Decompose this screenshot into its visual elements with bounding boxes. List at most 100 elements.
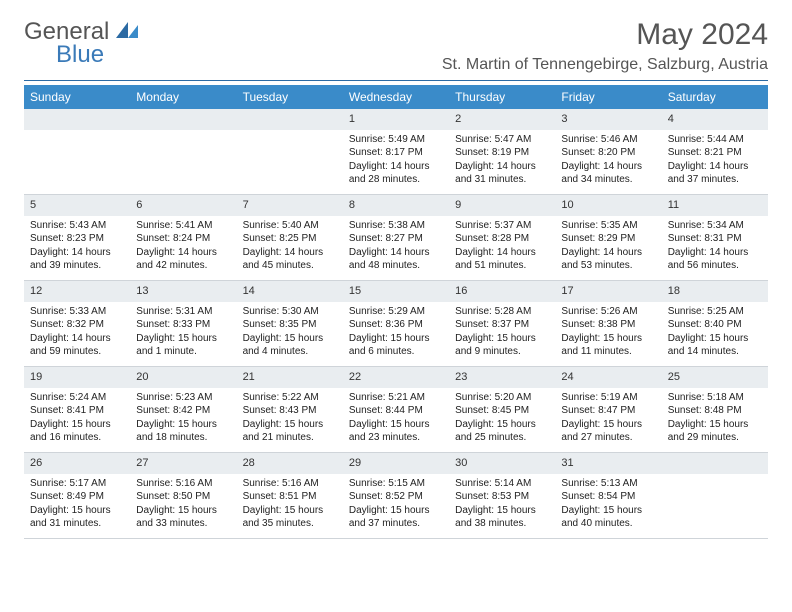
daylight-line: Daylight: 15 hours and 1 minute.	[136, 332, 230, 359]
sunrise-line: Sunrise: 5:33 AM	[30, 305, 124, 319]
sunrise-line: Sunrise: 5:20 AM	[455, 391, 549, 405]
sunrise-line: Sunrise: 5:26 AM	[561, 305, 655, 319]
weekday-header: Tuesday	[237, 85, 343, 109]
weekday-header: Sunday	[24, 85, 130, 109]
sunrise-line: Sunrise: 5:34 AM	[668, 219, 762, 233]
daylight-line: Daylight: 14 hours and 51 minutes.	[455, 246, 549, 273]
day-body: Sunrise: 5:31 AMSunset: 8:33 PMDaylight:…	[130, 302, 236, 363]
header: General Blue May 2024 St. Martin of Tenn…	[24, 18, 768, 74]
sunrise-line: Sunrise: 5:23 AM	[136, 391, 230, 405]
day-cell: 20Sunrise: 5:23 AMSunset: 8:42 PMDayligh…	[130, 367, 236, 453]
day-cell: 23Sunrise: 5:20 AMSunset: 8:45 PMDayligh…	[449, 367, 555, 453]
sunrise-line: Sunrise: 5:41 AM	[136, 219, 230, 233]
day-number: 28	[237, 453, 343, 474]
day-cell: 17Sunrise: 5:26 AMSunset: 8:38 PMDayligh…	[555, 281, 661, 367]
sunrise-line: Sunrise: 5:22 AM	[243, 391, 337, 405]
day-number: 27	[130, 453, 236, 474]
daylight-line: Daylight: 15 hours and 11 minutes.	[561, 332, 655, 359]
sunset-line: Sunset: 8:21 PM	[668, 146, 762, 160]
sunset-line: Sunset: 8:24 PM	[136, 232, 230, 246]
sunrise-line: Sunrise: 5:17 AM	[30, 477, 124, 491]
sunset-line: Sunset: 8:37 PM	[455, 318, 549, 332]
day-number: 19	[24, 367, 130, 388]
daylight-line: Daylight: 15 hours and 21 minutes.	[243, 418, 337, 445]
sunrise-line: Sunrise: 5:21 AM	[349, 391, 443, 405]
daylight-line: Daylight: 14 hours and 28 minutes.	[349, 160, 443, 187]
day-number: 10	[555, 195, 661, 216]
daylight-line: Daylight: 15 hours and 37 minutes.	[349, 504, 443, 531]
day-number: 13	[130, 281, 236, 302]
day-body: Sunrise: 5:46 AMSunset: 8:20 PMDaylight:…	[555, 130, 661, 191]
sunrise-line: Sunrise: 5:14 AM	[455, 477, 549, 491]
weekday-header: Thursday	[449, 85, 555, 109]
daylight-line: Daylight: 15 hours and 40 minutes.	[561, 504, 655, 531]
day-number: 25	[662, 367, 768, 388]
day-body: Sunrise: 5:20 AMSunset: 8:45 PMDaylight:…	[449, 388, 555, 449]
sunset-line: Sunset: 8:27 PM	[349, 232, 443, 246]
day-cell: 31Sunrise: 5:13 AMSunset: 8:54 PMDayligh…	[555, 453, 661, 539]
sunset-line: Sunset: 8:36 PM	[349, 318, 443, 332]
daylight-line: Daylight: 15 hours and 14 minutes.	[668, 332, 762, 359]
sunrise-line: Sunrise: 5:46 AM	[561, 133, 655, 147]
sunset-line: Sunset: 8:48 PM	[668, 404, 762, 418]
day-number: 24	[555, 367, 661, 388]
sunset-line: Sunset: 8:54 PM	[561, 490, 655, 504]
day-body: Sunrise: 5:25 AMSunset: 8:40 PMDaylight:…	[662, 302, 768, 363]
day-number: 29	[343, 453, 449, 474]
daylight-line: Daylight: 15 hours and 6 minutes.	[349, 332, 443, 359]
day-cell: 21Sunrise: 5:22 AMSunset: 8:43 PMDayligh…	[237, 367, 343, 453]
day-body: Sunrise: 5:14 AMSunset: 8:53 PMDaylight:…	[449, 474, 555, 535]
sunset-line: Sunset: 8:43 PM	[243, 404, 337, 418]
sunset-line: Sunset: 8:19 PM	[455, 146, 549, 160]
sunrise-line: Sunrise: 5:35 AM	[561, 219, 655, 233]
day-cell: 9Sunrise: 5:37 AMSunset: 8:28 PMDaylight…	[449, 195, 555, 281]
day-body: Sunrise: 5:24 AMSunset: 8:41 PMDaylight:…	[24, 388, 130, 449]
day-body: Sunrise: 5:13 AMSunset: 8:54 PMDaylight:…	[555, 474, 661, 535]
day-body: Sunrise: 5:49 AMSunset: 8:17 PMDaylight:…	[343, 130, 449, 191]
day-body: Sunrise: 5:28 AMSunset: 8:37 PMDaylight:…	[449, 302, 555, 363]
sunset-line: Sunset: 8:50 PM	[136, 490, 230, 504]
sunrise-line: Sunrise: 5:30 AM	[243, 305, 337, 319]
location: St. Martin of Tennengebirge, Salzburg, A…	[442, 56, 768, 74]
day-body: Sunrise: 5:29 AMSunset: 8:36 PMDaylight:…	[343, 302, 449, 363]
weekday-header: Friday	[555, 85, 661, 109]
day-body: Sunrise: 5:22 AMSunset: 8:43 PMDaylight:…	[237, 388, 343, 449]
day-cell: 24Sunrise: 5:19 AMSunset: 8:47 PMDayligh…	[555, 367, 661, 453]
day-cell: 16Sunrise: 5:28 AMSunset: 8:37 PMDayligh…	[449, 281, 555, 367]
daylight-line: Daylight: 15 hours and 9 minutes.	[455, 332, 549, 359]
daylight-line: Daylight: 14 hours and 48 minutes.	[349, 246, 443, 273]
sunset-line: Sunset: 8:41 PM	[30, 404, 124, 418]
sunrise-line: Sunrise: 5:19 AM	[561, 391, 655, 405]
sunset-line: Sunset: 8:40 PM	[668, 318, 762, 332]
day-cell: 29Sunrise: 5:15 AMSunset: 8:52 PMDayligh…	[343, 453, 449, 539]
day-body: Sunrise: 5:37 AMSunset: 8:28 PMDaylight:…	[449, 216, 555, 277]
day-cell: 6Sunrise: 5:41 AMSunset: 8:24 PMDaylight…	[130, 195, 236, 281]
sunrise-line: Sunrise: 5:25 AM	[668, 305, 762, 319]
day-body: Sunrise: 5:16 AMSunset: 8:51 PMDaylight:…	[237, 474, 343, 535]
daylight-line: Daylight: 14 hours and 59 minutes.	[30, 332, 124, 359]
logo: General Blue	[24, 18, 138, 69]
sunset-line: Sunset: 8:33 PM	[136, 318, 230, 332]
daylight-line: Daylight: 15 hours and 16 minutes.	[30, 418, 124, 445]
day-cell: 2Sunrise: 5:47 AMSunset: 8:19 PMDaylight…	[449, 109, 555, 195]
day-number: 22	[343, 367, 449, 388]
month-title: May 2024	[442, 18, 768, 52]
daylight-line: Daylight: 15 hours and 23 minutes.	[349, 418, 443, 445]
daylight-line: Daylight: 15 hours and 29 minutes.	[668, 418, 762, 445]
day-number: 31	[555, 453, 661, 474]
day-cell: 10Sunrise: 5:35 AMSunset: 8:29 PMDayligh…	[555, 195, 661, 281]
sunrise-line: Sunrise: 5:18 AM	[668, 391, 762, 405]
day-cell: 11Sunrise: 5:34 AMSunset: 8:31 PMDayligh…	[662, 195, 768, 281]
day-cell: 12Sunrise: 5:33 AMSunset: 8:32 PMDayligh…	[24, 281, 130, 367]
sunrise-line: Sunrise: 5:13 AM	[561, 477, 655, 491]
sunrise-line: Sunrise: 5:28 AM	[455, 305, 549, 319]
day-cell: 22Sunrise: 5:21 AMSunset: 8:44 PMDayligh…	[343, 367, 449, 453]
day-body: Sunrise: 5:18 AMSunset: 8:48 PMDaylight:…	[662, 388, 768, 449]
sunrise-line: Sunrise: 5:38 AM	[349, 219, 443, 233]
sunrise-line: Sunrise: 5:29 AM	[349, 305, 443, 319]
day-number: 16	[449, 281, 555, 302]
day-number: 30	[449, 453, 555, 474]
day-cell: 4Sunrise: 5:44 AMSunset: 8:21 PMDaylight…	[662, 109, 768, 195]
day-number: 5	[24, 195, 130, 216]
header-rule	[24, 80, 768, 81]
